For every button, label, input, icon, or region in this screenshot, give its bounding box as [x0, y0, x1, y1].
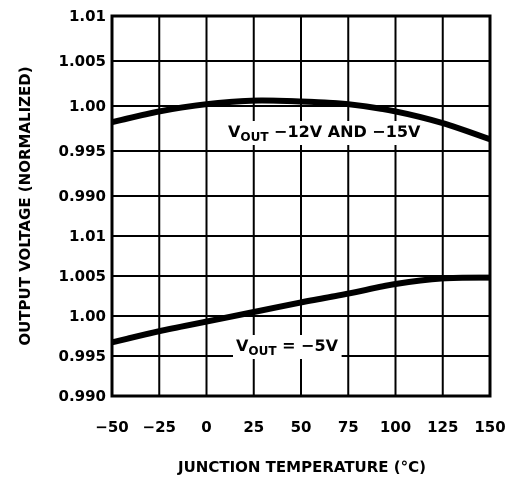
x-tick-label: 0 [201, 418, 211, 436]
annotation-upper-subscript: OUT [240, 130, 269, 144]
y-tick-label: 1.005 [59, 267, 106, 285]
series-line-lower [111, 274, 491, 346]
x-tick-label: 75 [338, 418, 359, 436]
annotation-upper-suffix: −12V AND −15V [269, 122, 421, 141]
y-tick-label: 1.01 [69, 227, 106, 245]
y-tick-label: 1.01 [69, 7, 106, 25]
annotation-upper: VOUT −12V AND −15V [228, 122, 421, 144]
series-layer [111, 97, 491, 346]
x-axis-title: JUNCTION TEMPERATURE (°C) [177, 458, 426, 476]
annotation-background [225, 121, 425, 145]
plot-border [110, 14, 492, 398]
y-tick-label: 0.995 [59, 347, 106, 365]
x-tick-label: 150 [474, 418, 505, 436]
annotation-lower: VOUT = −5V [236, 336, 339, 358]
annotation-lower-prefix: V [236, 336, 249, 355]
y-tick-label: 1.00 [69, 307, 106, 325]
y-tick-label: 0.990 [59, 187, 106, 205]
annotation-background [233, 335, 342, 359]
x-tick-label: −25 [143, 418, 176, 436]
annotation-upper-prefix: V [228, 122, 241, 141]
y-axis-title: OUTPUT VOLTAGE (NORMALIZED) [16, 66, 34, 345]
x-tick-label: 50 [291, 418, 312, 436]
tick-labels: 1.01 1.005 1.00 0.995 0.990 1.01 1.005 1.00 0.99… [59, 7, 506, 436]
x-tick-label: 25 [243, 418, 264, 436]
annotation-lower-subscript: OUT [248, 344, 277, 358]
plot-frame [110, 14, 492, 398]
series-line-upper [111, 97, 491, 143]
annotation-lower-suffix: = −5V [277, 336, 339, 355]
x-tick-label: 100 [380, 418, 411, 436]
y-tick-label: 1.00 [69, 97, 106, 115]
x-tick-label: −50 [95, 418, 128, 436]
x-tick-label: 125 [427, 418, 458, 436]
y-tick-label: 0.995 [59, 142, 106, 160]
y-tick-label: 0.990 [59, 387, 106, 405]
y-tick-label: 1.005 [59, 52, 106, 70]
